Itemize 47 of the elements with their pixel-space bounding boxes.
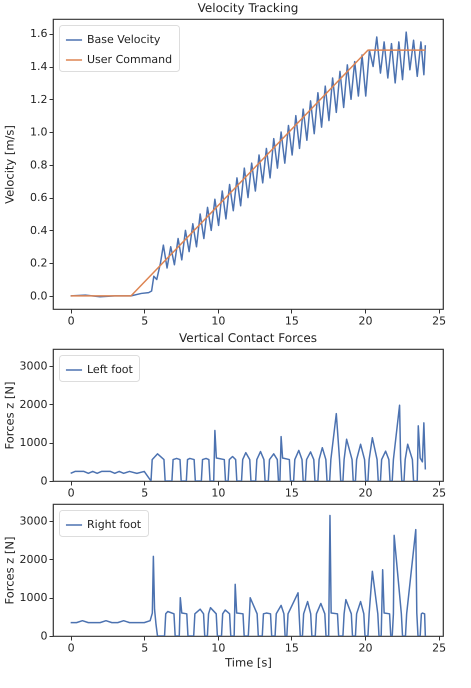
y-tick-label: 0	[40, 474, 48, 488]
y-tick-label: 1000	[20, 591, 48, 604]
x-tick-label: 25	[432, 314, 446, 328]
y-tick-label: 0.6	[30, 191, 48, 204]
legend-label: User Command	[87, 53, 172, 66]
x-tick-label: 25	[432, 642, 446, 654]
y-tick-label: 1.2	[30, 92, 48, 106]
x-tick-label: 25	[432, 486, 446, 500]
y-tick-label: 1.0	[30, 126, 48, 139]
chart-title: Velocity Tracking	[198, 1, 298, 15]
x-tick-label: 5	[141, 314, 148, 328]
y-tick-label: 0.8	[30, 158, 48, 172]
y-axis-title: Forces z [N]	[2, 381, 16, 450]
y-tick-label: 1000	[20, 436, 48, 450]
x-tick-label: 0	[68, 486, 75, 500]
y-axis-title: Forces z [N]	[2, 536, 16, 605]
x-tick-label: 15	[284, 314, 299, 328]
x-tick-label: 20	[358, 486, 372, 500]
x-tick-label: 10	[211, 486, 226, 500]
y-axis-title: Velocity [m/s]	[2, 125, 16, 204]
legend-label: Left foot	[87, 363, 134, 376]
x-tick-label: 15	[284, 486, 299, 500]
x-tick-label: 0	[68, 314, 75, 328]
x-tick-label: 0	[68, 642, 75, 654]
x-tick-label: 20	[358, 314, 372, 328]
x-tick-label: 10	[211, 642, 226, 654]
y-tick-label: 0.4	[30, 224, 48, 237]
y-tick-label: 2000	[20, 552, 48, 566]
y-tick-label: 0	[40, 630, 48, 642]
line-series	[70, 514, 426, 636]
x-tick-label: 15	[284, 642, 299, 654]
y-tick-label: 3000	[20, 360, 48, 373]
x-tick-label: 20	[358, 642, 372, 654]
x-tick-label: 10	[211, 314, 226, 328]
y-tick-label: 1.6	[30, 27, 48, 40]
chart-title: Vertical Contact Forces	[179, 331, 317, 345]
y-tick-label: 0.0	[30, 289, 48, 302]
x-axis-title: Time [s]	[224, 656, 272, 670]
y-tick-label: 1.4	[30, 60, 48, 74]
x-tick-label: 5	[141, 486, 148, 500]
legend-label: Right foot	[87, 518, 142, 531]
legend-label: Base Velocity	[87, 33, 161, 46]
y-tick-label: 2000	[20, 398, 48, 411]
line-series	[70, 404, 426, 481]
y-tick-label: 0.2	[30, 256, 48, 270]
y-tick-label: 3000	[20, 514, 48, 528]
x-tick-label: 5	[141, 642, 148, 654]
